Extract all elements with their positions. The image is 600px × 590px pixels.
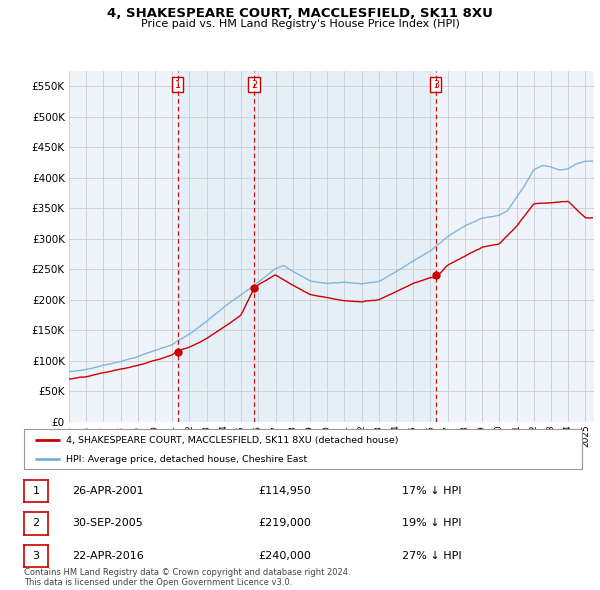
Text: £114,950: £114,950	[258, 486, 311, 496]
Text: £240,000: £240,000	[258, 551, 311, 560]
Text: 1: 1	[32, 486, 40, 496]
Text: 4, SHAKESPEARE COURT, MACCLESFIELD, SK11 8XU: 4, SHAKESPEARE COURT, MACCLESFIELD, SK11…	[107, 7, 493, 20]
Text: 26-APR-2001: 26-APR-2001	[72, 486, 143, 496]
Text: 3: 3	[433, 80, 439, 90]
Text: 30-SEP-2005: 30-SEP-2005	[72, 519, 143, 528]
Text: 22-APR-2016: 22-APR-2016	[72, 551, 144, 560]
Text: This data is licensed under the Open Government Licence v3.0.: This data is licensed under the Open Gov…	[24, 578, 292, 587]
Text: 4, SHAKESPEARE COURT, MACCLESFIELD, SK11 8XU (detached house): 4, SHAKESPEARE COURT, MACCLESFIELD, SK11…	[66, 435, 398, 445]
Text: 3: 3	[32, 551, 40, 560]
Text: 2: 2	[251, 80, 257, 90]
Text: 2: 2	[32, 519, 40, 528]
Text: Contains HM Land Registry data © Crown copyright and database right 2024.: Contains HM Land Registry data © Crown c…	[24, 568, 350, 577]
Text: 1: 1	[175, 80, 181, 90]
Text: 17% ↓ HPI: 17% ↓ HPI	[402, 486, 461, 496]
Text: 27% ↓ HPI: 27% ↓ HPI	[402, 551, 461, 560]
Text: HPI: Average price, detached house, Cheshire East: HPI: Average price, detached house, Ches…	[66, 454, 307, 464]
Text: 19% ↓ HPI: 19% ↓ HPI	[402, 519, 461, 528]
Bar	[178, 71, 254, 422]
Bar	[254, 71, 436, 422]
Text: Price paid vs. HM Land Registry's House Price Index (HPI): Price paid vs. HM Land Registry's House …	[140, 19, 460, 29]
Text: £219,000: £219,000	[258, 519, 311, 528]
